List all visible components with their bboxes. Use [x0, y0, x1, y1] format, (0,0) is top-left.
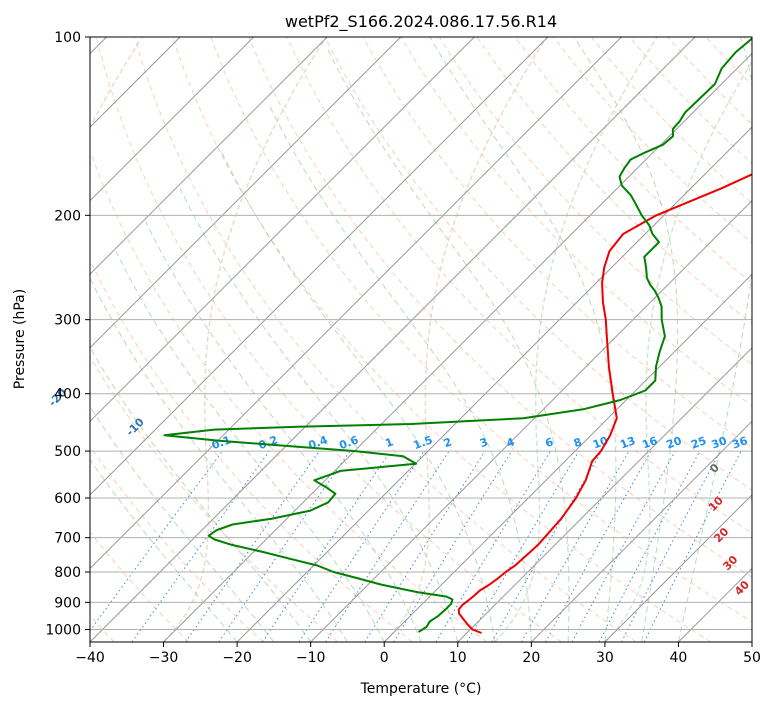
y-tick-label: 300 [54, 313, 81, 329]
y-tick-label: 900 [54, 595, 81, 611]
x-tick-label: 40 [670, 650, 688, 666]
y-tick-label: 1000 [45, 622, 81, 638]
x-tick-label: 0 [380, 650, 389, 666]
x-tick-label: 10 [449, 650, 467, 666]
y-tick-label: 600 [54, 491, 81, 507]
y-tick-label: 200 [54, 208, 81, 224]
x-tick-label: 30 [596, 650, 614, 666]
y-axis-label: Pressure (hPa) [12, 289, 28, 389]
y-tick-label: 500 [54, 444, 81, 460]
y-tick-label: 800 [54, 565, 81, 581]
x-tick-label: −10 [296, 650, 326, 666]
y-tick-label: 700 [54, 531, 81, 547]
x-tick-label: −30 [149, 650, 179, 666]
x-tick-label: 50 [743, 650, 761, 666]
y-tick-label: 400 [54, 387, 81, 403]
y-tick-label: 100 [54, 30, 81, 46]
chart-title: wetPf2_S166.2024.086.17.56.R14 [285, 12, 557, 32]
x-tick-label: 20 [522, 650, 540, 666]
x-tick-label: −20 [222, 650, 252, 666]
x-tick-label: −40 [75, 650, 105, 666]
x-axis-label: Temperature (°C) [360, 681, 482, 697]
